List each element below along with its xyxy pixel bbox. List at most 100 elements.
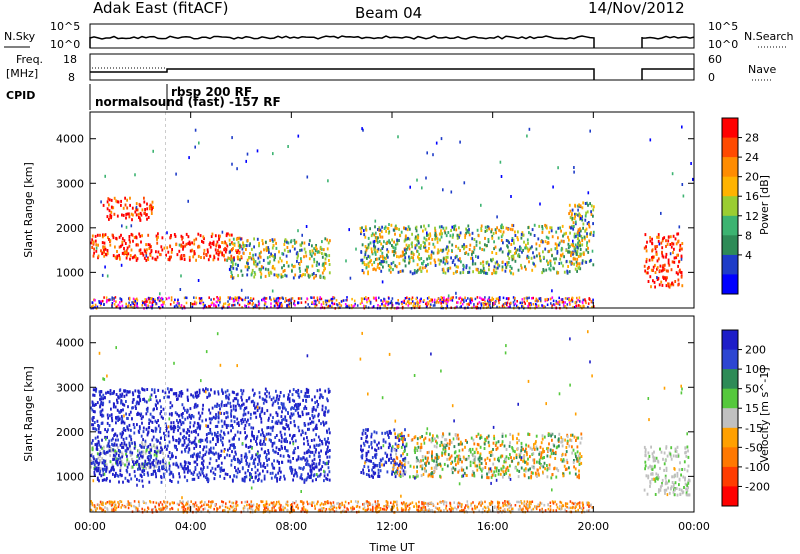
range-gate-cell — [217, 464, 220, 468]
range-gate-cell — [99, 393, 101, 397]
ground-scatter-cell — [397, 301, 399, 305]
range-gate-cell — [404, 248, 406, 252]
range-gate-cell — [314, 401, 317, 405]
ground-scatter-cell — [339, 504, 342, 507]
range-gate-cell — [433, 258, 436, 262]
freq-trace — [90, 68, 595, 80]
range-gate-cell — [390, 266, 392, 270]
range-gate-cell — [269, 471, 272, 475]
ground-scatter-cell — [105, 300, 108, 304]
ground-scatter-cell — [100, 302, 102, 305]
range-gate-cell — [577, 262, 579, 266]
sparse-cell — [579, 216, 582, 220]
range-gate-cell — [384, 257, 387, 260]
ground-scatter-cell — [331, 504, 334, 508]
range-gate-cell — [260, 464, 262, 468]
ground-scatter-cell — [508, 500, 510, 503]
ground-scatter-cell — [428, 508, 430, 511]
range-gate-cell — [574, 204, 577, 208]
ground-scatter-cell — [291, 297, 294, 300]
ground-scatter-cell — [231, 304, 233, 307]
range-gate-cell — [490, 228, 493, 232]
ground-scatter-cell — [210, 303, 213, 306]
ground-scatter-cell — [258, 302, 261, 306]
ground-scatter-cell — [247, 302, 249, 306]
ground-scatter-cell — [117, 303, 120, 307]
range-gate-cell — [283, 269, 286, 272]
range-gate-cell — [444, 262, 446, 266]
range-gate-cell — [212, 471, 215, 475]
ground-scatter-cell — [376, 507, 378, 510]
sparse-cell — [306, 175, 309, 179]
sparse-cell — [178, 243, 181, 247]
range-gate-cell — [425, 264, 427, 268]
ground-scatter-cell — [94, 299, 96, 302]
ground-scatter-cell — [290, 297, 293, 300]
ground-scatter-cell — [530, 508, 533, 512]
range-gate-cell — [248, 243, 251, 247]
range-gate-cell — [561, 252, 564, 256]
range-gate-cell — [135, 243, 138, 247]
ground-scatter-cell — [420, 297, 422, 301]
ground-scatter-cell — [249, 298, 252, 302]
noise-sky-label: N.Sky — [4, 30, 36, 43]
range-gate-cell — [455, 244, 457, 248]
range-gate-cell — [410, 256, 413, 259]
range-gate-cell — [394, 226, 397, 230]
range-gate-cell — [311, 264, 314, 268]
ground-scatter-cell — [226, 506, 229, 510]
range-gate-cell — [415, 229, 418, 233]
ground-scatter-cell — [111, 298, 113, 301]
ground-scatter-cell — [112, 507, 115, 511]
range-gate-cell — [140, 434, 143, 438]
range-gate-cell — [318, 468, 321, 472]
range-gate-cell — [119, 473, 122, 477]
range-gate-cell — [228, 238, 231, 242]
range-gate-cell — [328, 470, 331, 474]
range-gate-cell — [423, 245, 425, 249]
range-gate-cell — [468, 266, 471, 270]
ground-scatter-cell — [199, 301, 201, 305]
range-gate-cell — [195, 430, 197, 434]
range-gate-cell — [259, 414, 262, 418]
range-gate-cell — [173, 427, 176, 431]
range-gate-cell — [176, 253, 179, 257]
range-gate-cell — [422, 240, 425, 244]
range-gate-cell — [281, 446, 283, 450]
noise-left-tick-top: 10^5 — [50, 20, 80, 33]
range-gate-cell — [141, 443, 144, 447]
ground-scatter-cell — [513, 304, 515, 307]
range-gate-cell — [101, 408, 104, 412]
ground-scatter-cell — [588, 297, 590, 301]
range-gate-cell — [517, 253, 520, 257]
range-gate-cell — [268, 416, 270, 420]
freq-label-1: Freq. — [16, 53, 43, 66]
range-gate-cell — [233, 243, 236, 247]
range-gate-cell — [174, 411, 177, 415]
range-gate-cell — [554, 247, 557, 251]
range-gate-cell — [126, 465, 129, 469]
range-gate-cell — [141, 421, 143, 425]
range-gate-cell — [280, 259, 283, 263]
range-gate-cell — [326, 429, 328, 433]
range-gate-cell — [193, 460, 196, 464]
ground-scatter-cell — [168, 296, 170, 300]
ground-scatter-cell — [278, 305, 281, 308]
range-gate-cell — [151, 207, 153, 211]
range-gate-cell — [556, 250, 559, 253]
ground-scatter-cell — [517, 500, 520, 504]
ground-scatter-cell — [561, 301, 563, 304]
range-gate-cell — [140, 240, 142, 244]
ground-scatter-cell — [327, 501, 329, 505]
range-gate-cell — [137, 243, 139, 247]
range-gate-cell — [93, 251, 95, 255]
range-gate-cell — [269, 432, 272, 436]
range-gate-cell — [157, 232, 159, 236]
range-gate-cell — [95, 243, 98, 247]
ground-scatter-cell — [202, 303, 205, 306]
ground-scatter-cell — [210, 298, 212, 301]
ground-scatter-cell — [154, 300, 156, 303]
range-gate-cell — [238, 437, 240, 441]
sparse-cell — [656, 276, 658, 279]
ground-scatter-cell — [289, 503, 292, 507]
